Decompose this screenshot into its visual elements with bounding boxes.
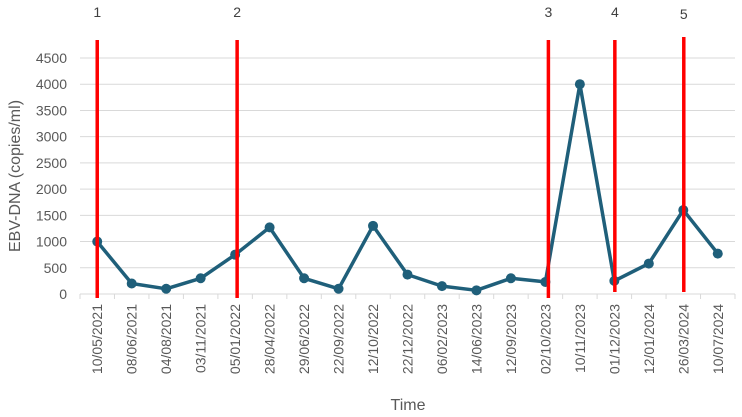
data-point[interactable] (574, 79, 585, 90)
x-tick-label: 10/11/2023 (572, 304, 588, 373)
data-point[interactable] (299, 273, 310, 284)
x-tick-label: 14/06/2023 (468, 304, 484, 374)
x-tick-label: 06/02/2023 (434, 304, 450, 374)
y-axis-title: EBV-DNA (copies/ml) (7, 100, 24, 252)
series-line (95, 82, 720, 293)
event-marker-label: 2 (233, 4, 241, 20)
data-point[interactable] (161, 283, 172, 294)
event-marker-label: 5 (680, 6, 688, 22)
x-tick-label: 28/04/2022 (262, 304, 278, 374)
y-axis-ticks: 0 500 1000 1500 2000 2500 3000 3500 4000 4500 (36, 50, 67, 302)
data-point[interactable] (368, 220, 379, 231)
x-tick-label: 29/06/2022 (296, 304, 312, 374)
data-point[interactable] (712, 248, 723, 259)
event-marker-label: 3 (544, 4, 552, 20)
event-markers: 1 2 3 4 5 (93, 4, 688, 298)
x-tick-label: 12/09/2023 (503, 304, 519, 374)
y-tick-label: 3500 (36, 102, 67, 118)
data-point[interactable] (402, 269, 413, 280)
data-point[interactable] (436, 281, 447, 292)
y-tick-label: 2500 (36, 155, 67, 171)
x-axis-ticks: 10/05/2021 08/06/2021 04/08/2021 03/11/2021… (89, 304, 726, 374)
gridlines (80, 57, 735, 269)
data-point[interactable] (643, 258, 654, 269)
x-axis (79, 293, 736, 299)
x-tick-label: 08/06/2021 (124, 304, 140, 374)
x-tick-label: 05/01/2022 (227, 304, 243, 374)
y-tick-label: 2000 (36, 181, 67, 197)
data-series (92, 79, 723, 296)
x-tick-label: 02/10/2023 (537, 304, 553, 374)
x-tick-label: 22/12/2022 (400, 304, 416, 374)
data-point[interactable] (195, 273, 206, 284)
x-tick-label: 01/12/2023 (606, 304, 622, 374)
data-point[interactable] (264, 222, 275, 233)
x-tick-label: 10/07/2024 (710, 304, 726, 374)
y-tick-label: 1000 (36, 234, 67, 250)
data-point[interactable] (333, 283, 344, 294)
y-tick-label: 500 (44, 260, 68, 276)
event-marker-label: 4 (611, 4, 619, 20)
data-point[interactable] (126, 278, 137, 289)
y-tick-label: 1500 (36, 207, 67, 223)
data-point[interactable] (505, 273, 516, 284)
data-point[interactable] (471, 285, 482, 296)
x-tick-label: 22/09/2022 (331, 304, 347, 374)
x-tick-label: 04/08/2021 (158, 304, 174, 374)
x-tick-label: 12/10/2022 (365, 304, 381, 374)
y-tick-label: 4500 (36, 50, 67, 66)
x-tick-label: 10/05/2021 (89, 304, 105, 374)
x-tick-label: 03/11/2021 (193, 304, 209, 373)
event-marker-label: 1 (93, 4, 101, 20)
x-axis-title: Time (391, 397, 426, 414)
x-tick-label: 12/01/2024 (641, 304, 657, 374)
y-tick-label: 3000 (36, 129, 67, 145)
y-tick-label: 0 (59, 286, 67, 302)
y-tick-label: 4000 (36, 76, 67, 92)
x-tick-label: 26/03/2024 (675, 304, 691, 374)
